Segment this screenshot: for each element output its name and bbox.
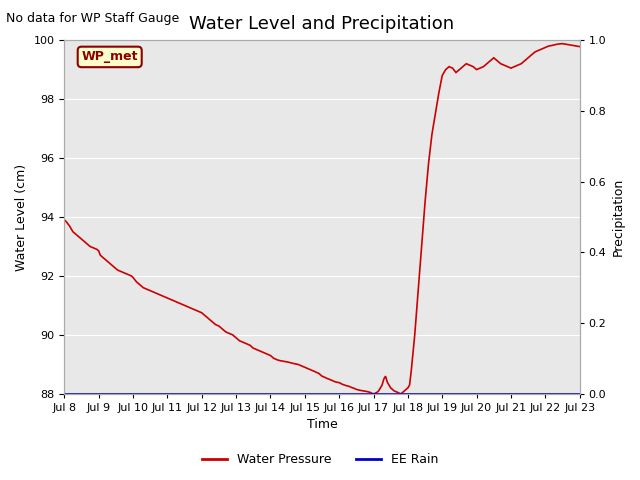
- Text: WP_met: WP_met: [81, 50, 138, 63]
- Water Pressure: [340, 382, 348, 388]
- Water Pressure: [576, 44, 584, 49]
- Water Pressure: [117, 269, 125, 275]
- Water Pressure: [425, 161, 433, 167]
- Text: No data for WP Staff Gauge: No data for WP Staff Gauge: [6, 12, 180, 25]
- Line: Water Pressure: Water Pressure: [64, 44, 580, 394]
- Water Pressure: [370, 391, 378, 396]
- Water Pressure: [390, 388, 398, 394]
- Water Pressure: [559, 41, 566, 47]
- X-axis label: Time: Time: [307, 419, 337, 432]
- Water Pressure: [83, 240, 90, 246]
- Y-axis label: Precipitation: Precipitation: [612, 178, 625, 256]
- Water Pressure: [60, 217, 68, 223]
- Y-axis label: Water Level (cm): Water Level (cm): [15, 163, 28, 271]
- Water Pressure: [65, 223, 73, 228]
- Legend: Water Pressure, EE Rain: Water Pressure, EE Rain: [196, 448, 444, 471]
- Title: Water Level and Precipitation: Water Level and Precipitation: [189, 15, 454, 33]
